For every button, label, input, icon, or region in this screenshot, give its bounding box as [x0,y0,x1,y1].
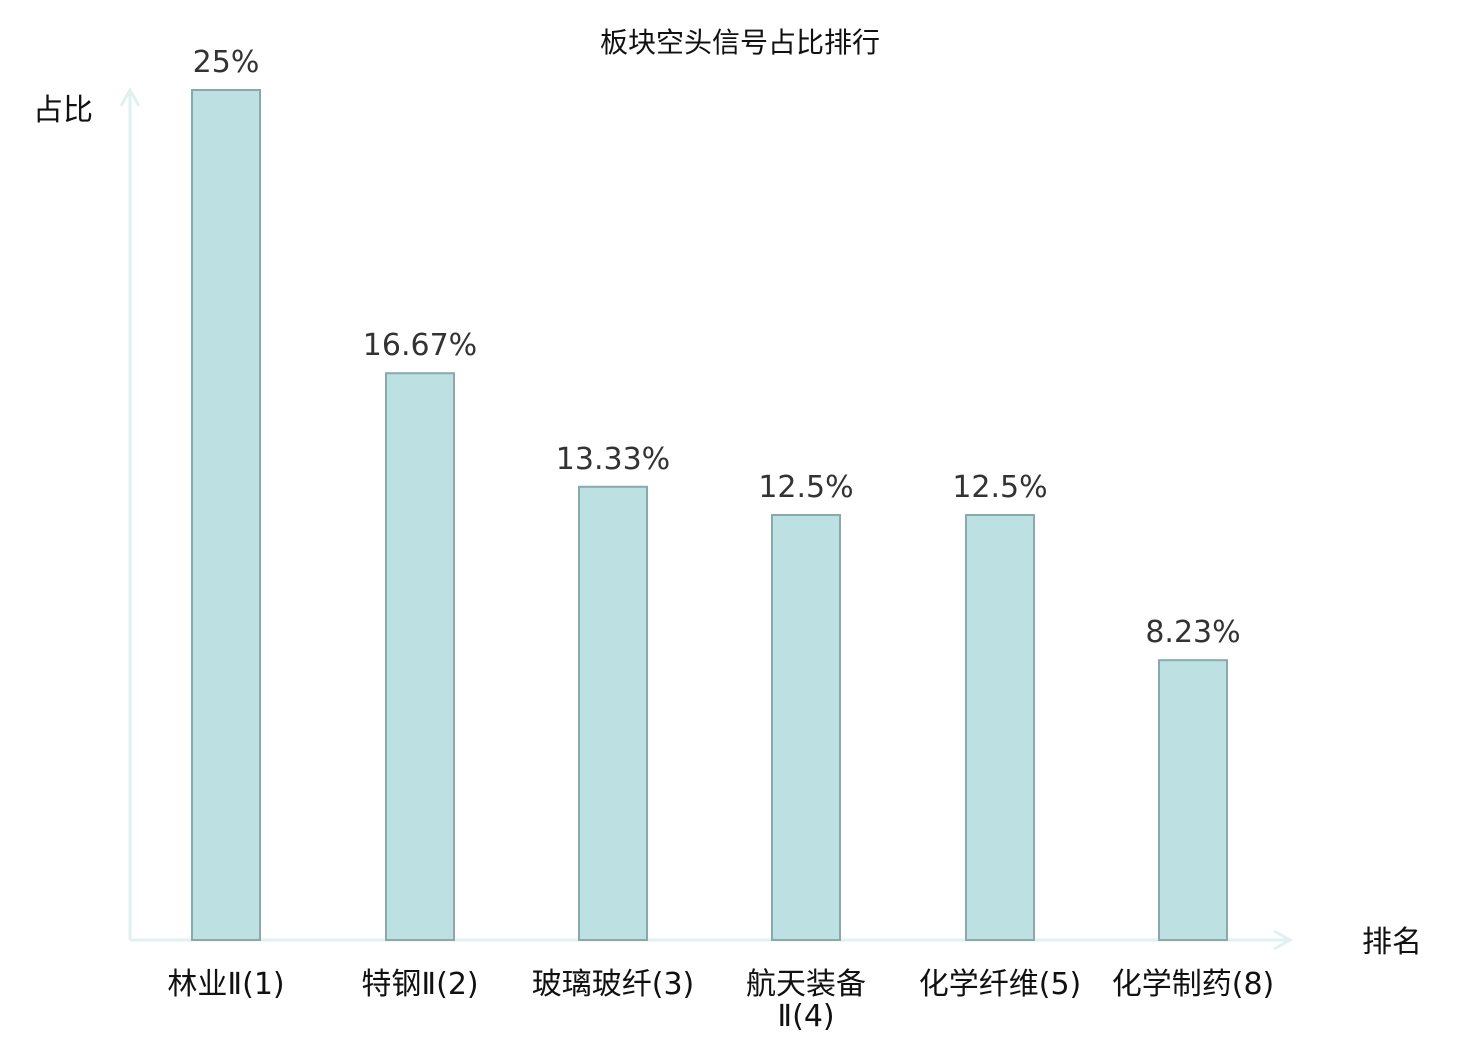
value-labels: 25% 16.67% 13.33% 12.5% 12.5% 8.23% [193,45,1241,650]
value-label-2: 16.67% [363,328,477,363]
category-label-3: 玻璃玻纤(3) [532,967,695,1002]
value-label-6: 8.23% [1145,615,1240,650]
bar-5 [965,514,1035,941]
category-label-6: 化学制药(8) [1112,967,1275,1002]
chart-title: 板块空头信号占比排行 [600,26,880,59]
x-axis-label: 排名 [1362,925,1422,960]
value-label-1: 25% [193,45,260,80]
category-label-2: 特钢Ⅱ(2) [361,967,478,1002]
bar-4 [771,514,841,941]
value-label-5: 12.5% [952,470,1047,505]
y-axis-arrow [119,86,141,107]
bar-1 [191,89,261,941]
category-label-4-line-2: Ⅱ(4) [777,999,834,1034]
bar-3 [578,485,648,941]
category-label-5: 化学纤维(5) [919,967,1082,1002]
category-label-1: 林业Ⅱ(1) [167,967,284,1002]
category-label-4-line-1: 航天装备 [746,967,866,1002]
y-axis-label: 占比 [33,93,93,128]
value-label-3: 13.33% [556,442,670,477]
bar-2 [385,372,455,942]
bars [191,89,1228,942]
bar-6 [1158,659,1228,941]
x-axis-arrow [1273,929,1294,951]
axes [119,86,1294,951]
value-label-4: 12.5% [758,470,853,505]
